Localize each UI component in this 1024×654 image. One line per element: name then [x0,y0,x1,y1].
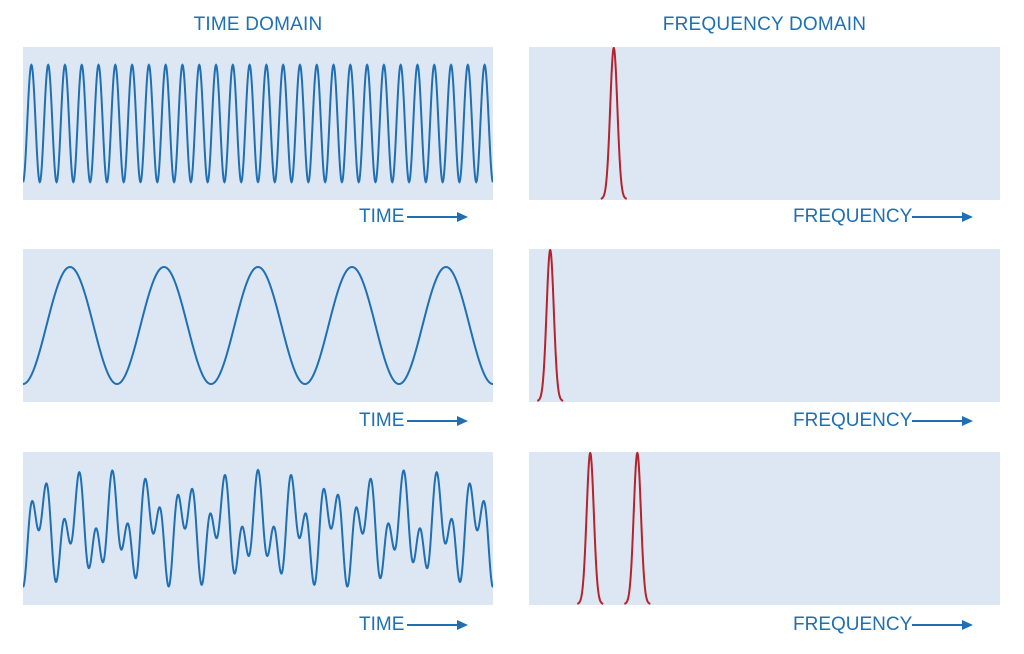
time-domain-title: TIME DOMAIN [193,14,323,35]
spectrum-peak [624,452,651,605]
frequency-axis-label: FREQUENCY [793,614,913,635]
time-arrow-icon [407,415,469,427]
frequency-axis-label: FREQUENCY [793,206,913,227]
frequency-arrow-icon [912,415,974,427]
frequency-axis-label: FREQUENCY [793,410,913,431]
frequency-arrow-icon [912,211,974,223]
frequency-arrow-icon [912,619,974,631]
spectrum-peak [600,47,628,200]
spectrum-peak [576,452,604,605]
frequency-panel-1 [529,47,1000,200]
time-panel-3 [23,452,493,605]
time-axis-label: TIME [359,410,405,431]
time-waveform [23,468,493,588]
frequency-panel-2 [529,249,1000,402]
frequency-domain-title: FREQUENCY DOMAIN [662,14,867,35]
time-axis-label: TIME [359,206,405,227]
time-waveform [23,265,493,386]
time-waveform [23,63,493,184]
time-axis-label: TIME [359,614,405,635]
time-panel-2 [23,249,493,402]
spectrum-peak [536,249,564,402]
time-arrow-icon [407,211,469,223]
time-panel-1 [23,47,493,200]
frequency-panel-3 [529,452,1000,605]
time-arrow-icon [407,619,469,631]
